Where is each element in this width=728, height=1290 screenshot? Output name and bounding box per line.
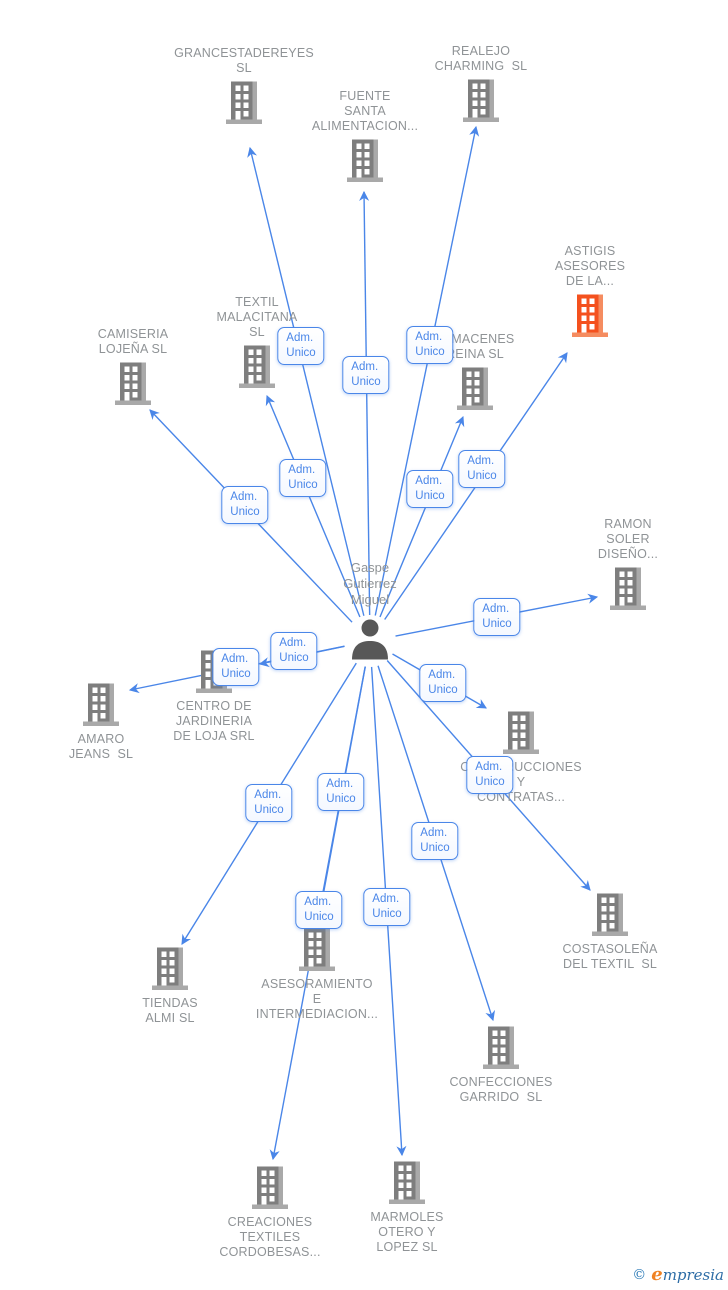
- adm-unico-badge-asesoramiento-e-intermediacion[interactable]: Adm. Unico: [295, 891, 343, 929]
- building-icon[interactable]: [483, 1026, 519, 1075]
- building-icon[interactable]: [239, 345, 275, 394]
- building-icon-highlighted[interactable]: [572, 294, 608, 343]
- adm-unico-badge-realejo-charming-sl[interactable]: Adm. Unico: [406, 326, 454, 364]
- adm-unico-badge-fuente-santa-alimentacion[interactable]: Adm. Unico: [342, 356, 390, 394]
- adm-unico-badge-grancestadereyes-sl[interactable]: Adm. Unico: [277, 327, 325, 365]
- building-icon[interactable]: [152, 947, 188, 996]
- building-icon[interactable]: [503, 711, 539, 760]
- adm-unico-badge-centro-de-jardineria-de-loja-srl[interactable]: Adm. Unico: [212, 648, 260, 686]
- company-label: CENTRO DE JARDINERIA DE LOJA SRL: [173, 699, 255, 743]
- edge-line-realejo-charming-sl: [374, 125, 480, 616]
- company-label: ALMACENES REINA SL: [435, 332, 515, 361]
- person-icon[interactable]: [348, 618, 392, 665]
- adm-unico-badge-confecciones-garrido-sl[interactable]: Adm. Unico: [411, 822, 459, 860]
- adm-unico-badge-tiendas-almi-sl[interactable]: Adm. Unico: [245, 784, 293, 822]
- adm-unico-badge-construcciones-y-contratas[interactable]: Adm. Unico: [419, 664, 467, 702]
- adm-unico-badge-textil-malacitana-sl[interactable]: Adm. Unico: [279, 459, 327, 497]
- person-label: Gaspe Gutierrez Miguel: [343, 560, 397, 607]
- company-label: CREACIONES TEXTILES CORDOBESAS...: [219, 1215, 321, 1259]
- edge-line-fuente-santa-alimentacion: [359, 190, 371, 616]
- building-icon[interactable]: [463, 79, 499, 128]
- edge-line-textil-malacitana-sl: [265, 394, 361, 618]
- building-icon[interactable]: [83, 683, 119, 732]
- company-label: REALEJO CHARMING SL: [434, 44, 528, 73]
- building-icon[interactable]: [115, 362, 151, 411]
- company-label: CAMISERIA LOJEÑA SL: [97, 327, 169, 356]
- edge-line-almacenes-reina-sl: [379, 415, 465, 618]
- brand-logo: empresia: [651, 1264, 724, 1285]
- company-label: TEXTIL MALACITANA SL: [216, 295, 298, 339]
- edge-line-grancestadereyes-sl: [247, 146, 365, 616]
- building-icon[interactable]: [457, 367, 493, 416]
- empresia-watermark[interactable]: © empresia: [632, 1264, 724, 1285]
- adm-unico-badge-almacenes-reina-sl[interactable]: Adm. Unico: [406, 470, 454, 508]
- adm-unico-badge-costasolena-del-textil-sl[interactable]: Adm. Unico: [466, 756, 514, 794]
- adm-unico-badge-ramon-soler-diseno[interactable]: Adm. Unico: [473, 598, 521, 636]
- building-icon[interactable]: [252, 1166, 288, 1215]
- company-label: TIENDAS ALMI SL: [142, 996, 198, 1025]
- building-icon[interactable]: [347, 139, 383, 188]
- adm-unico-badge-amaro-jeans-sl[interactable]: Adm. Unico: [270, 632, 318, 670]
- company-label: FUENTE SANTA ALIMENTACION...: [311, 89, 419, 133]
- company-label: AMARO JEANS SL: [68, 732, 134, 761]
- company-label: CONFECCIONES GARRIDO SL: [449, 1075, 553, 1104]
- copyright-icon: ©: [632, 1266, 647, 1283]
- adm-unico-badge-camiseria-lojena-sl[interactable]: Adm. Unico: [221, 486, 269, 524]
- company-label: ASESORAMIENTO E INTERMEDIACION...: [255, 977, 379, 1021]
- company-label: ASTIGIS ASESORES DE LA...: [554, 244, 626, 288]
- building-icon[interactable]: [226, 81, 262, 130]
- adm-unico-badge-marmoles-otero-y-lopez-sl[interactable]: Adm. Unico: [363, 888, 411, 926]
- company-label: MARMOLES OTERO Y LOPEZ SL: [370, 1210, 444, 1254]
- brand-text: mpresia: [662, 1266, 724, 1284]
- company-label: COSTASOLEÑA DEL TEXTIL SL: [562, 942, 658, 971]
- building-icon[interactable]: [592, 893, 628, 942]
- company-label: RAMON SOLER DISEÑO...: [597, 517, 659, 561]
- adm-unico-badge-astigis-asesores-de-la[interactable]: Adm. Unico: [458, 450, 506, 488]
- adm-unico-badge-creaciones-textiles-cordobesas[interactable]: Adm. Unico: [317, 773, 365, 811]
- building-icon[interactable]: [610, 567, 646, 616]
- building-icon[interactable]: [299, 928, 335, 977]
- building-icon[interactable]: [389, 1161, 425, 1210]
- company-label: GRANCESTADEREYES SL: [174, 46, 314, 75]
- brand-letter-e: e: [651, 1264, 663, 1285]
